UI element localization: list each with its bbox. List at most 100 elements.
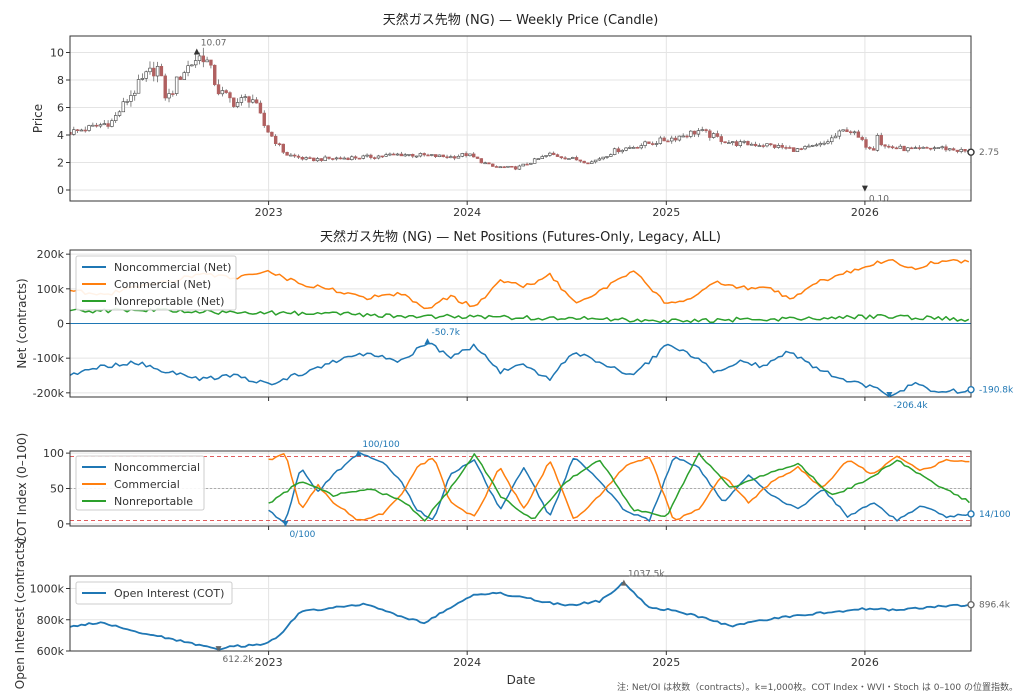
candle [894, 147, 899, 150]
candle [174, 76, 179, 94]
candle [551, 152, 556, 155]
candle [624, 147, 628, 151]
candle [129, 95, 133, 102]
candle [281, 143, 285, 153]
candle [506, 165, 510, 168]
candle [529, 163, 533, 165]
candle [761, 145, 765, 147]
candle [917, 147, 922, 149]
annotation-label: 0.10 [869, 195, 889, 205]
candle [567, 158, 571, 160]
annotation-marker [861, 185, 868, 192]
candle [350, 156, 354, 161]
y-tick-label: 1000k [30, 583, 65, 596]
candle [571, 157, 575, 159]
candle [152, 67, 156, 77]
candle [658, 137, 663, 144]
legend: Noncommercial Commercial Nonreportable [75, 455, 205, 511]
candle [479, 158, 484, 164]
legend-box [75, 581, 233, 605]
candle [830, 137, 834, 143]
candle [491, 163, 495, 167]
candle [445, 156, 449, 159]
y-tick-label: 0 [57, 518, 64, 531]
annotation-marker [215, 646, 222, 653]
candle [849, 131, 853, 134]
candle [651, 143, 655, 145]
candle [369, 154, 373, 158]
candle [83, 129, 87, 132]
annotation-marker [967, 148, 975, 156]
candle [270, 131, 274, 137]
candle [273, 135, 278, 145]
candle [852, 131, 857, 134]
candle [609, 154, 613, 157]
candle [647, 141, 651, 144]
candle [121, 101, 126, 113]
plot-area [70, 47, 971, 171]
candle [864, 139, 868, 148]
candle [407, 154, 411, 156]
x-tick-label: 2025 [652, 206, 680, 219]
candle [776, 145, 781, 148]
candle [689, 130, 693, 137]
series-line-1 [70, 342, 970, 397]
candle [631, 147, 636, 149]
candle [91, 124, 95, 127]
candle [868, 147, 872, 149]
candle [388, 153, 392, 156]
candle [662, 137, 666, 142]
candle [342, 157, 346, 160]
candle [365, 154, 369, 157]
candle [247, 96, 251, 103]
candle [296, 155, 301, 158]
legend-label: Commercial [114, 478, 180, 491]
candle [955, 149, 960, 152]
candle [243, 96, 247, 98]
candle [102, 123, 106, 126]
candle [304, 157, 308, 160]
candle [232, 97, 236, 107]
candle [814, 144, 819, 147]
candle [395, 153, 400, 156]
panels-layer: 0 2 4 6 8 10 2023 2024 2025 2026 Price 天然ガス先物 (NG) … [13, 12, 1014, 689]
candle [315, 158, 320, 162]
series-line-2 [268, 453, 970, 521]
legend-box [75, 455, 205, 511]
candle [472, 153, 476, 158]
x-tick-label: 2024 [453, 206, 481, 219]
annotation-marker [193, 48, 200, 55]
candle [833, 135, 838, 139]
candle [449, 156, 453, 159]
y-tick-label: 4 [57, 129, 64, 142]
candle [201, 55, 206, 63]
candle [730, 141, 735, 144]
candle [361, 155, 365, 159]
candle [612, 148, 617, 155]
candle [521, 163, 525, 167]
candle [228, 92, 232, 99]
y-tick-label: 100k [37, 283, 65, 296]
candle [643, 141, 647, 146]
x-tick-label: 2026 [851, 206, 879, 219]
candle [784, 147, 788, 149]
candle [125, 101, 129, 103]
candle [87, 125, 91, 131]
candle [258, 102, 263, 114]
candle [902, 145, 906, 152]
candle [422, 153, 426, 156]
y-tick-label: 100 [43, 447, 64, 460]
legend-label: Nonreportable [114, 495, 193, 508]
candle [540, 156, 544, 159]
candle [430, 154, 434, 156]
candle [98, 124, 103, 127]
legend-label: Open Interest (COT) [114, 587, 224, 600]
candle [452, 156, 457, 159]
candle [300, 157, 305, 160]
candle [654, 143, 659, 145]
candle [936, 147, 941, 149]
candle [639, 145, 643, 149]
candle [555, 154, 560, 157]
candle [685, 135, 689, 138]
